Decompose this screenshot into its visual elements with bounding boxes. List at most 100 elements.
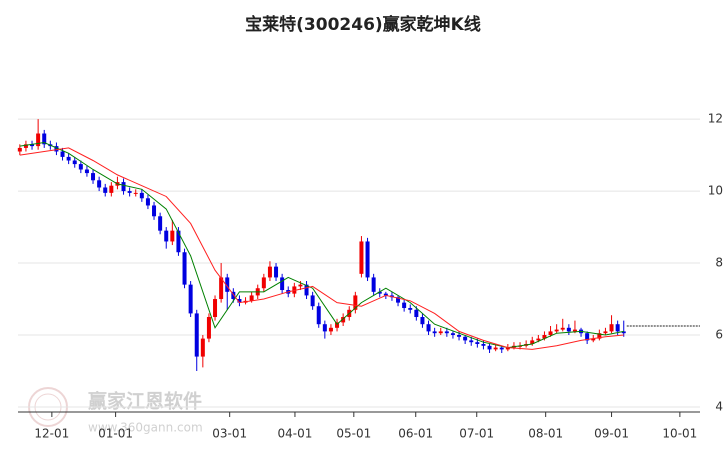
candle-body bbox=[145, 198, 150, 206]
candle-body bbox=[60, 151, 65, 157]
candle-body bbox=[237, 299, 242, 303]
candle-body bbox=[322, 324, 327, 332]
candle-body bbox=[377, 291, 382, 294]
candle-body bbox=[585, 333, 590, 341]
candle-body bbox=[109, 185, 114, 193]
candle-body bbox=[310, 295, 315, 307]
candle-body bbox=[420, 317, 425, 325]
candle-body bbox=[554, 329, 559, 332]
y-tick-label: 6 bbox=[715, 328, 723, 342]
candle-body bbox=[566, 327, 571, 332]
candle-body bbox=[536, 338, 541, 341]
candle-body bbox=[36, 133, 41, 147]
candle-body bbox=[158, 216, 163, 231]
candle-body bbox=[432, 331, 437, 334]
x-tick-label: 10-01 bbox=[662, 427, 697, 441]
watermark-url: www.360gann.com bbox=[88, 421, 203, 435]
candle-body bbox=[450, 333, 455, 336]
candle-body bbox=[139, 192, 144, 199]
candle-body bbox=[383, 293, 388, 296]
candle-body bbox=[249, 295, 254, 301]
candle-body bbox=[274, 266, 279, 278]
candle-body bbox=[133, 192, 138, 194]
candle-body bbox=[621, 331, 626, 334]
x-tick-label: 06-01 bbox=[398, 427, 433, 441]
x-tick-label: 12-01 bbox=[34, 427, 69, 441]
candle-body bbox=[72, 160, 77, 165]
candle-body bbox=[188, 284, 193, 314]
x-tick-label: 01-01 bbox=[98, 427, 133, 441]
x-tick-label: 03-01 bbox=[212, 427, 247, 441]
candle-body bbox=[341, 317, 346, 323]
candle-body bbox=[170, 230, 175, 242]
candle-body bbox=[548, 331, 553, 336]
candle-body bbox=[603, 331, 608, 334]
candle-body bbox=[469, 340, 474, 343]
candle-body bbox=[481, 343, 486, 346]
candle-body bbox=[66, 156, 71, 161]
candle-body bbox=[54, 146, 59, 152]
x-tick-label: 07-01 bbox=[459, 427, 494, 441]
candle-body bbox=[213, 299, 218, 318]
candle-body bbox=[615, 324, 620, 332]
x-tick-label: 08-01 bbox=[528, 427, 563, 441]
candle-body bbox=[591, 338, 596, 341]
candle-body bbox=[30, 144, 35, 147]
candle-body bbox=[267, 266, 272, 278]
y-tick-label: 4 bbox=[715, 399, 723, 413]
candle-body bbox=[225, 277, 230, 292]
candle-body bbox=[542, 335, 547, 339]
candle-body bbox=[17, 147, 22, 152]
candle-body bbox=[426, 324, 431, 332]
candle-body bbox=[84, 169, 89, 174]
candle-body bbox=[371, 277, 376, 292]
candle-body bbox=[499, 347, 504, 350]
candle-body bbox=[261, 277, 266, 289]
candle-body bbox=[359, 241, 364, 274]
x-tick-label: 05-01 bbox=[336, 427, 371, 441]
chart-title: 宝莱特(300246)赢家乾坤K线 bbox=[245, 14, 481, 35]
y-tick-label: 8 bbox=[715, 256, 723, 270]
candle-body bbox=[487, 345, 492, 350]
candle-body bbox=[298, 284, 303, 287]
candle-body bbox=[121, 182, 126, 192]
candle-body bbox=[408, 308, 413, 310]
candle-body bbox=[475, 342, 480, 344]
candle-body bbox=[176, 230, 181, 253]
candle-body bbox=[231, 291, 236, 300]
watermark: 赢家江恩软件 bbox=[88, 390, 202, 413]
x-tick-label: 04-01 bbox=[278, 427, 313, 441]
candle-body bbox=[609, 324, 614, 332]
y-tick-label: 10 bbox=[708, 184, 723, 198]
candle-body bbox=[200, 338, 205, 357]
candle-body bbox=[206, 317, 211, 339]
candle-body bbox=[97, 180, 102, 188]
candle-body bbox=[280, 277, 285, 291]
moving-average bbox=[19, 147, 624, 350]
candle-body bbox=[127, 191, 132, 193]
candle-body bbox=[444, 331, 449, 334]
candle-body bbox=[103, 187, 108, 193]
candle-body bbox=[353, 295, 358, 310]
x-tick-label: 09-01 bbox=[594, 427, 629, 441]
candle-body bbox=[463, 336, 468, 341]
candle-body bbox=[304, 284, 309, 296]
candle-body bbox=[23, 144, 28, 148]
candle-body bbox=[457, 335, 462, 337]
candle-body bbox=[182, 252, 187, 285]
candle-body bbox=[78, 164, 83, 170]
candle-body bbox=[164, 230, 169, 242]
candle-body bbox=[219, 277, 224, 300]
candle-body bbox=[438, 331, 443, 334]
candle-body bbox=[414, 309, 419, 318]
candle-body bbox=[396, 297, 401, 303]
candle-body bbox=[328, 327, 333, 332]
candle-body bbox=[572, 329, 577, 332]
y-tick-label: 12 bbox=[708, 112, 723, 126]
candle-body bbox=[42, 133, 47, 145]
candle-body bbox=[402, 302, 407, 309]
candle-body bbox=[91, 173, 96, 181]
candle-body bbox=[365, 241, 370, 278]
moving-average bbox=[19, 141, 624, 349]
